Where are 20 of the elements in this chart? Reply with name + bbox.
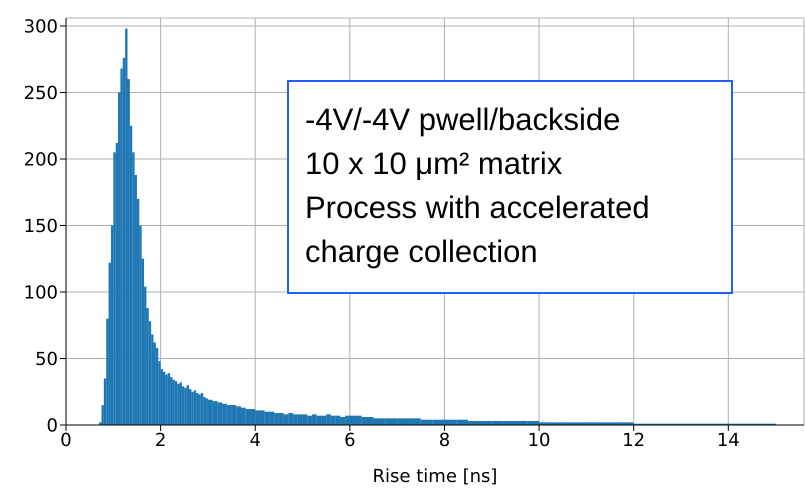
x-tick-label: 2 bbox=[154, 430, 166, 451]
x-tick-label: 10 bbox=[528, 430, 551, 451]
y-tick-label: 100 bbox=[24, 282, 58, 304]
x-tick-label: 8 bbox=[438, 430, 450, 451]
x-tick-label: 6 bbox=[344, 430, 356, 451]
y-tick-label: 300 bbox=[24, 16, 58, 38]
x-tick-label: 14 bbox=[716, 430, 740, 451]
annotation: Process with accelerated bbox=[305, 189, 651, 227]
x-axis-title: Rise time [ns] bbox=[372, 466, 498, 487]
x-tick-label: 12 bbox=[622, 430, 646, 451]
y-tick-label: 150 bbox=[24, 216, 58, 237]
y-tick-label: 50 bbox=[35, 348, 58, 370]
y-tick-label: 250 bbox=[24, 82, 58, 104]
annotation: -4V/-4V pwell/backside bbox=[305, 101, 622, 139]
y-tick-label: 200 bbox=[24, 149, 58, 170]
y-tick-label: 0 bbox=[46, 415, 58, 436]
annotation: charge collection bbox=[305, 233, 539, 271]
x-tick-label: 0 bbox=[60, 430, 72, 451]
annotation: 10 x 10 μm² matrix bbox=[305, 145, 564, 183]
x-tick-label: 4 bbox=[250, 430, 261, 451]
